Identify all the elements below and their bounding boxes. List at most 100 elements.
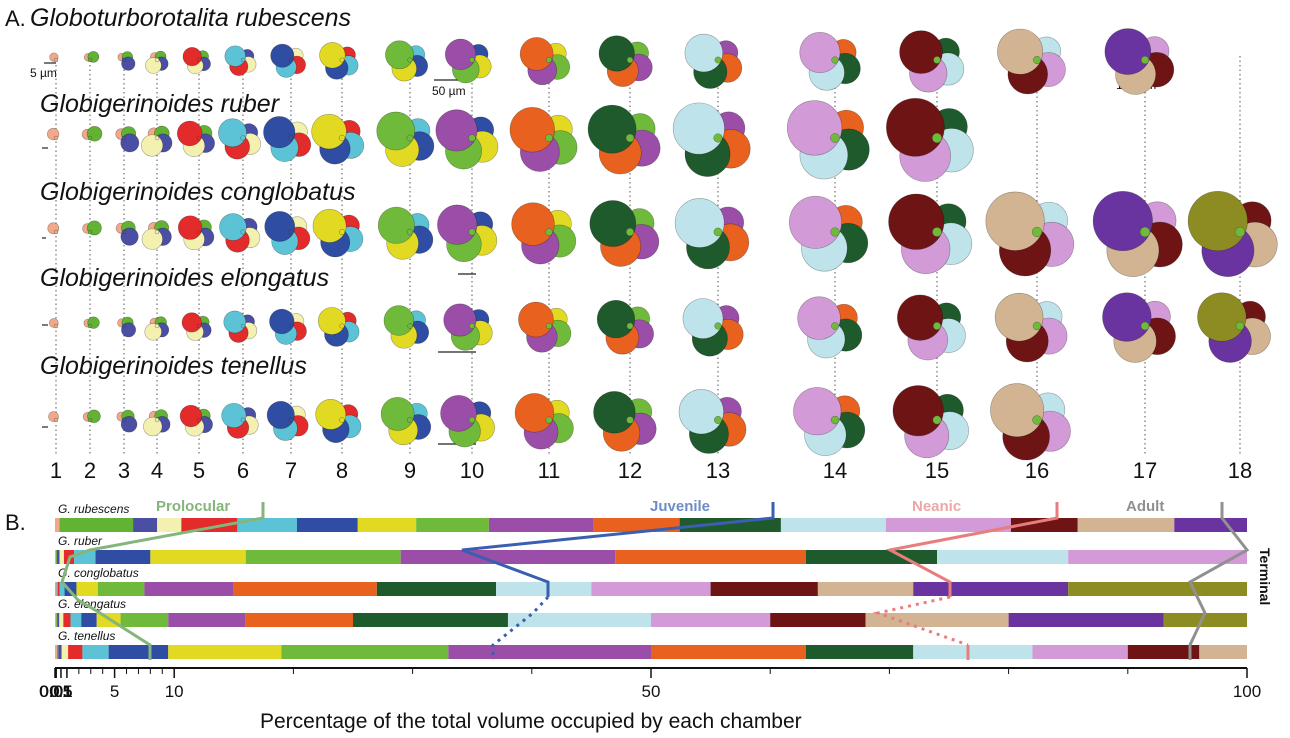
bar-segment <box>496 582 592 596</box>
stage-number: 12 <box>617 458 643 483</box>
bar-row-label-elongatus: G. elongatus <box>58 597 127 611</box>
foram-specimen <box>385 40 428 82</box>
bar-segment <box>168 613 246 627</box>
stage-number: 9 <box>403 458 417 483</box>
bar-segment <box>1199 645 1247 659</box>
stage-number: 13 <box>705 458 731 483</box>
foram-specimen <box>1104 28 1175 95</box>
bar-segment <box>168 645 282 659</box>
bar-segment <box>76 582 98 596</box>
x-tick-label: 0.5 <box>49 682 73 701</box>
bar-segment <box>488 518 594 532</box>
species-title-conglobatus: Globigerinoides conglobatus <box>40 178 356 206</box>
stage-number: 2 <box>83 458 97 483</box>
bar-segment <box>63 613 71 627</box>
scale-bar-label-5um: 5 µm <box>30 66 57 80</box>
phase-boundary-line <box>60 502 265 660</box>
bar-segment <box>57 582 60 596</box>
bar-segment <box>651 645 806 659</box>
bar-segment <box>59 613 64 627</box>
foram-specimen <box>115 220 139 246</box>
foram-specimen <box>224 45 257 76</box>
stage-number: 14 <box>822 458 848 483</box>
bar-segment <box>400 550 616 564</box>
foram-specimen <box>593 391 657 452</box>
bar-segment <box>64 582 77 596</box>
foram-specimen <box>269 308 307 345</box>
foram-specimen <box>48 318 59 329</box>
foram-specimen <box>383 305 430 349</box>
foram-specimen <box>897 294 966 361</box>
species-title-elongatus: Globigerinoides elongatus <box>40 264 330 292</box>
bar-segment <box>55 645 57 659</box>
bar-segment <box>353 613 508 627</box>
stage-number: 18 <box>1227 458 1253 483</box>
phase-label-neanic: Neanic <box>912 498 962 515</box>
bar-segment <box>70 613 82 627</box>
bar-segment <box>1163 613 1247 627</box>
foram-specimen <box>435 109 499 170</box>
foram-specimen <box>312 208 364 258</box>
phase-boundary-line <box>1188 502 1250 660</box>
foram-specimen <box>797 296 863 359</box>
foram-specimen <box>315 399 362 443</box>
foram-specimen <box>672 102 751 177</box>
stage-number: 3 <box>117 458 131 483</box>
foram-specimen <box>589 200 660 267</box>
foram-specimen <box>1197 292 1271 363</box>
stage-number: 8 <box>335 458 349 483</box>
bar-segment <box>108 645 169 659</box>
foram-specimen <box>888 193 973 274</box>
foram-specimen <box>221 402 259 439</box>
species-title-rubescens: Globoturborotalita rubescens <box>30 4 352 32</box>
bar-segment <box>55 613 57 627</box>
foram-specimen <box>1102 292 1176 363</box>
stage-number: 17 <box>1132 458 1158 483</box>
bar-segment <box>57 613 60 627</box>
stage-number: 11 <box>537 458 561 483</box>
stage-number: 1 <box>49 458 63 483</box>
foram-specimen <box>177 215 215 251</box>
bar-segment <box>55 518 60 532</box>
bar-segment <box>59 518 134 532</box>
bar-segment <box>120 613 169 627</box>
phase-label-prolocular: Prolocular <box>156 498 231 515</box>
foram-specimen <box>141 220 172 250</box>
bar-segment <box>245 550 401 564</box>
foram-specimen <box>82 409 101 424</box>
foram-specimen <box>144 316 170 341</box>
x-tick-label: 0.05 <box>39 682 73 701</box>
foram-specimen <box>518 301 572 353</box>
bar-segment <box>55 550 56 564</box>
bar-row-label-tenellus: G. tenellus <box>58 629 116 643</box>
foram-specimen <box>143 409 171 437</box>
bar-row-label-rubescens: G. rubescens <box>58 502 130 516</box>
bar-segment <box>68 645 83 659</box>
foram-specimen <box>270 43 306 78</box>
x-tick-label: 5 <box>109 682 120 701</box>
foram-specimen <box>116 409 138 433</box>
bar-segment <box>885 518 1011 532</box>
phase-boundary-line <box>491 595 550 660</box>
foram-specimen <box>587 104 661 175</box>
bar-segment <box>770 613 866 627</box>
bar-row-label-ruber: G. ruber <box>58 534 103 548</box>
bar-segment <box>817 582 914 596</box>
foram-specimen <box>117 51 136 71</box>
foram-specimen <box>886 98 974 182</box>
bar-segment <box>651 613 771 627</box>
bar-segment <box>805 645 914 659</box>
bar-segment <box>59 550 64 564</box>
foram-specimen <box>990 383 1071 461</box>
foram-specimen <box>793 387 866 456</box>
x-tick-label: 1 <box>62 682 72 701</box>
foram-specimen <box>799 32 861 91</box>
foram-specimen <box>674 198 750 270</box>
bar-segment <box>59 582 65 596</box>
foram-specimen <box>115 126 140 153</box>
foram-specimen <box>264 211 311 255</box>
phase-boundary-line <box>872 595 969 647</box>
foram-specimen <box>789 195 869 272</box>
foram-specimen <box>47 222 60 235</box>
foram-specimen <box>117 316 136 338</box>
